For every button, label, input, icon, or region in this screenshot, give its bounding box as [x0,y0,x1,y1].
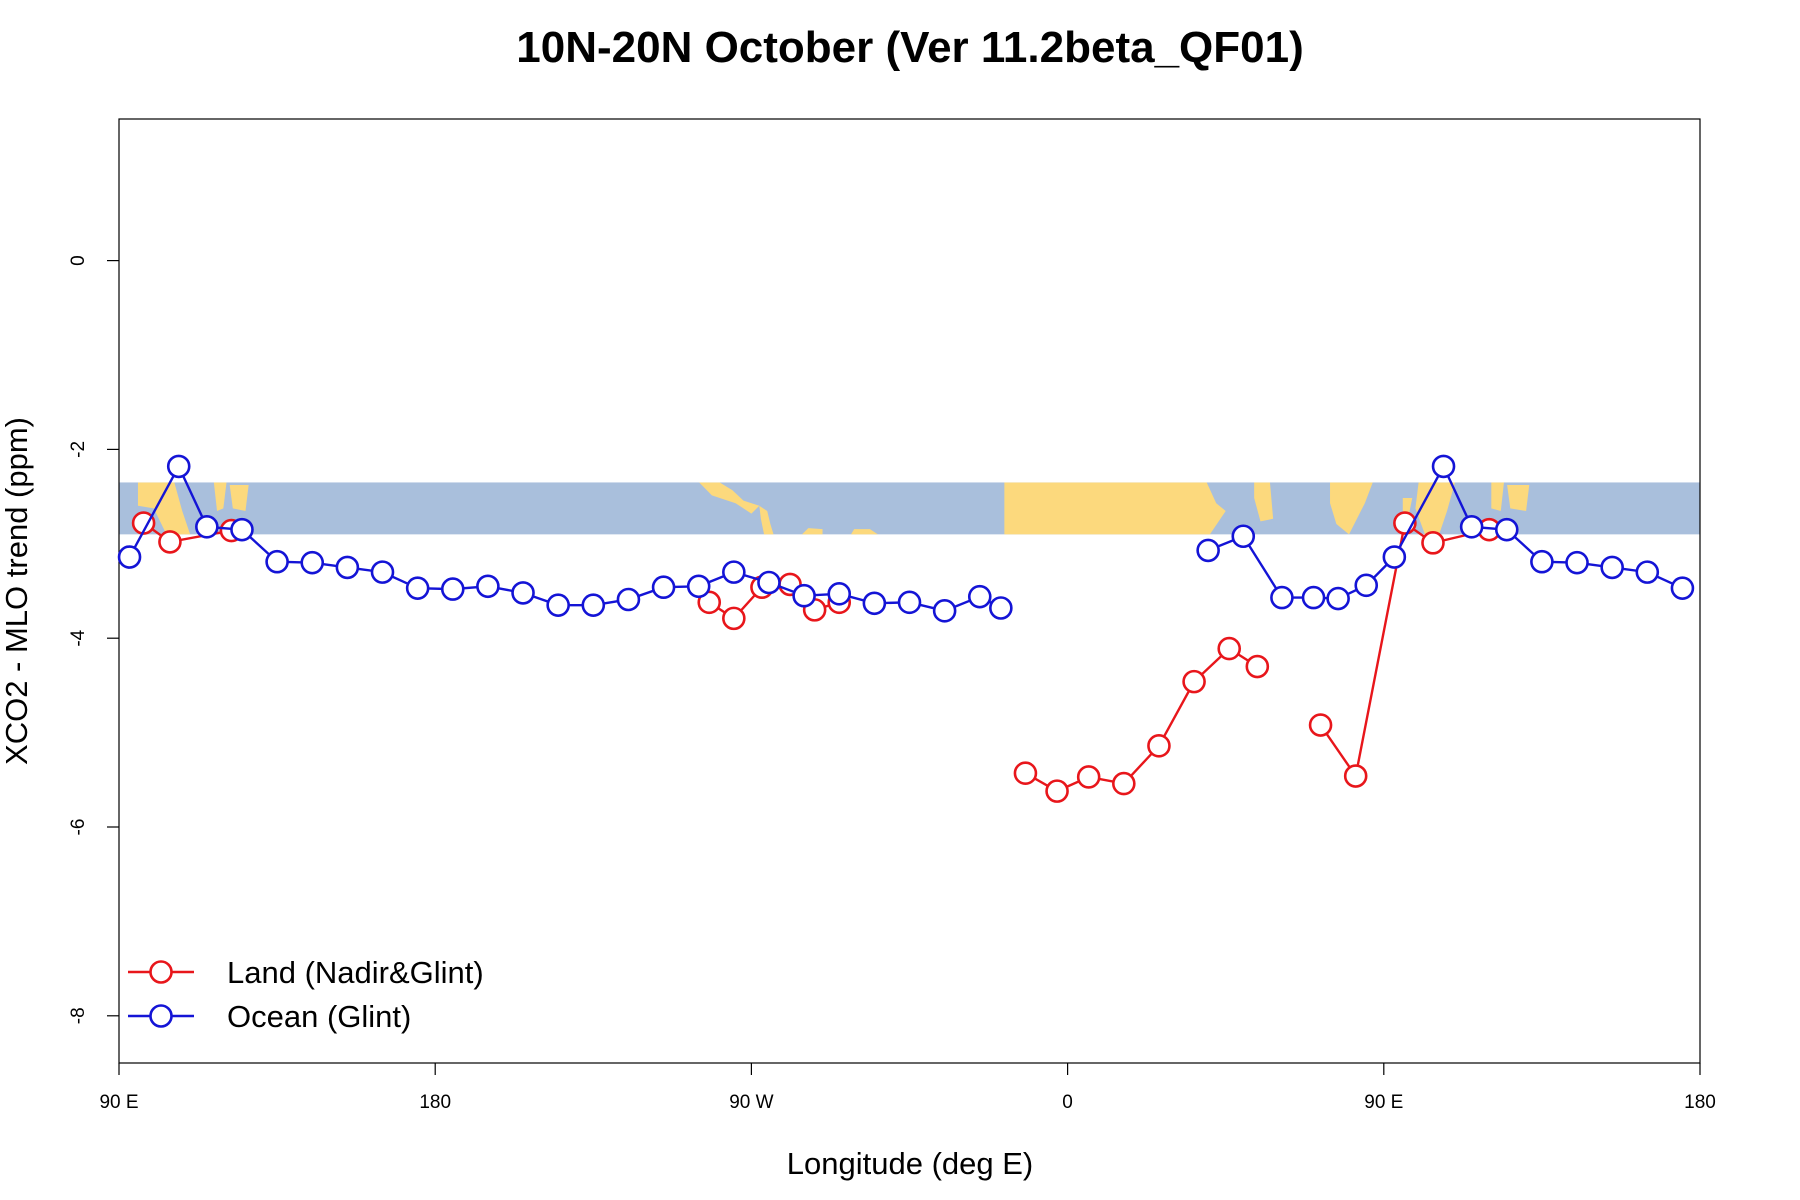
y-tick-label: -6 [68,819,89,836]
series-1 [117,454,1695,623]
data-point [1076,765,1101,789]
y-tick-label: -4 [68,629,89,646]
data-point [1182,669,1206,694]
data-point [1382,545,1407,569]
data-point [897,590,922,615]
data-point [862,591,887,616]
x-tick-label: 180 [1684,1092,1716,1113]
y-tick-label: 0 [68,255,89,266]
data-point [370,560,395,584]
map-land-1 [213,482,227,511]
data-point [1530,549,1554,574]
data-point [1459,515,1484,539]
data-point [335,555,360,580]
data-point [722,560,746,584]
y-tick-label: -2 [68,441,89,458]
data-point [265,549,289,574]
data-point [722,606,746,631]
map-land-4 [759,505,774,535]
x-tick-label: 90 E [99,1092,138,1113]
map-land-6 [851,529,878,535]
map-land-8 [1254,482,1274,522]
data-point [1231,524,1256,549]
x-tick-label: 0 [1062,1092,1073,1113]
map-band [119,482,1700,535]
data-point [476,574,500,599]
data-point [697,590,722,615]
data-point [1565,550,1589,575]
data-point [158,530,182,554]
data-point [1343,764,1368,788]
data-point [1196,538,1220,563]
map-land-0 [137,482,191,535]
data-point [1421,531,1445,555]
x-tick-label: 90 E [1364,1092,1403,1113]
data-point [651,575,676,600]
data-point [1354,573,1379,598]
data-point [686,574,711,599]
data-point [757,570,781,595]
data-point [1245,654,1270,679]
legend-label: Ocean (Glint) [227,999,411,1034]
map-land-10 [1402,498,1413,514]
series-0 [131,511,1501,803]
data-point [1600,555,1624,580]
y-axis-label: XCO2 - MLO trend (ppm) [0,417,34,765]
legend-marker [149,960,173,984]
data-point [1308,713,1333,737]
data-point [932,599,957,623]
data-point [1147,734,1171,758]
map-land-9 [1330,482,1373,535]
map-land-7 [1004,482,1226,535]
map-land-2 [229,485,249,511]
map-land-5 [801,528,823,535]
legend: Land (Nadir&Glint) Ocean (Glint) [128,955,484,1034]
data-point [511,581,535,605]
data-point [546,593,570,617]
data-point [440,577,465,601]
data-point [1635,560,1660,584]
data-point [1112,771,1136,796]
series-layer [117,454,1695,803]
data-point [1013,761,1038,785]
legend-label: Land (Nadir&Glint) [227,955,484,990]
data-point [616,587,641,612]
data-point [1494,517,1519,542]
y-tick-label: -8 [68,1007,89,1024]
map-land-12 [1491,482,1504,511]
plot-frame [118,118,1701,1064]
map-land-3 [699,482,760,514]
series-line [1024,647,1258,793]
data-point [1670,576,1695,600]
x-axis-label: Longitude (deg E) [787,1146,1033,1181]
chart-title: 10N-20N October (Ver 11.2beta_QF01) [516,23,1303,72]
y-axis: 0 -2 -4 -6 -8 [68,255,119,1024]
x-tick-label: 180 [419,1092,451,1113]
data-point [1217,636,1242,661]
data-point [1045,779,1069,803]
data-point [989,596,1013,620]
data-point [117,545,142,569]
data-point [300,550,325,575]
data-point [1270,585,1294,610]
data-point [581,593,606,617]
data-point [1431,454,1456,479]
data-point [792,583,816,608]
data-point [827,582,852,606]
legend-marker [149,1004,173,1028]
data-point [166,454,191,479]
data-point [1301,585,1326,610]
data-point [195,515,219,539]
data-point [230,517,254,542]
data-point [967,584,992,609]
map-land-11 [1415,482,1455,535]
x-tick-label: 90 W [729,1092,773,1113]
data-point [405,576,430,600]
data-point [1326,586,1350,611]
map-land-13 [1507,485,1530,511]
x-axis: 90 E 180 90 W 0 90 E 180 [99,1063,1716,1113]
